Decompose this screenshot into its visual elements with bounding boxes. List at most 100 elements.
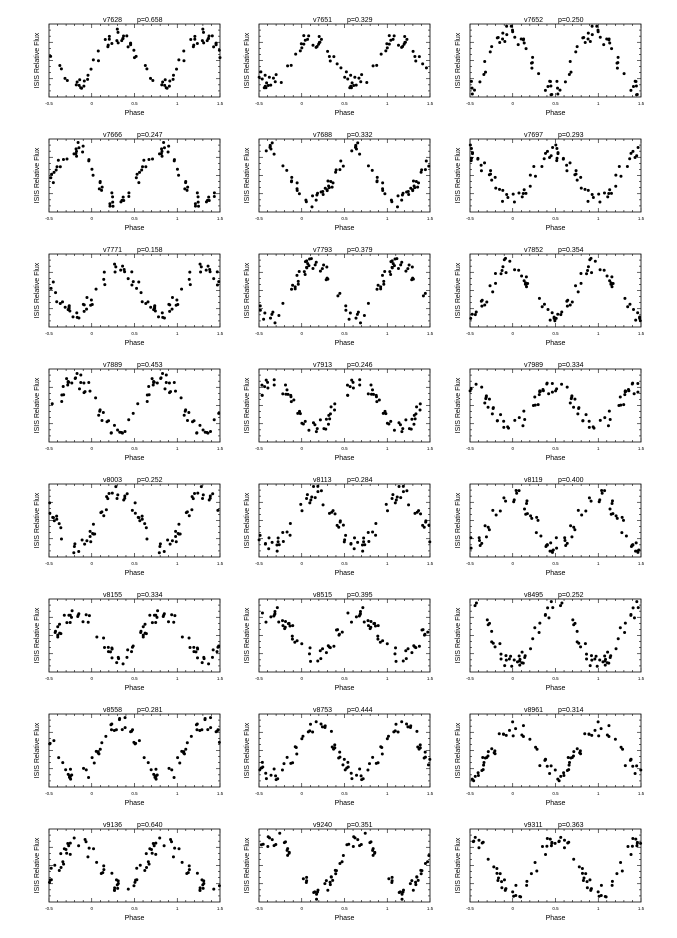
- data-point: [557, 840, 561, 844]
- data-point: [636, 382, 640, 386]
- data-point: [279, 80, 283, 84]
- data-point: [127, 191, 131, 195]
- data-point: [317, 34, 321, 38]
- data-point: [195, 871, 199, 875]
- data-point: [264, 149, 268, 153]
- data-point: [154, 620, 158, 624]
- data-point: [470, 312, 474, 316]
- data-point: [577, 865, 581, 869]
- data-point: [79, 373, 83, 377]
- data-point: [379, 52, 383, 56]
- data-point: [167, 84, 171, 88]
- data-point: [351, 386, 355, 390]
- data-point: [64, 848, 68, 852]
- data-point: [369, 619, 373, 623]
- data-point: [520, 661, 524, 665]
- data-point: [287, 850, 291, 854]
- star-id: v7651: [313, 17, 332, 24]
- data-point: [281, 540, 285, 544]
- data-point: [483, 59, 487, 63]
- data-point: [285, 848, 289, 852]
- data-point: [51, 515, 55, 519]
- data-point: [327, 54, 331, 58]
- data-point: [200, 661, 204, 665]
- data-point: [610, 285, 614, 289]
- data-point: [58, 622, 62, 626]
- data-point: [424, 519, 428, 523]
- data-point: [517, 416, 521, 420]
- data-point: [314, 198, 318, 202]
- data-point: [403, 34, 407, 38]
- data-point: [470, 156, 474, 160]
- data-point: [88, 389, 92, 393]
- data-point: [92, 532, 96, 536]
- data-point: [395, 205, 399, 209]
- y-axis-label: ISIS Relative Flux: [34, 492, 41, 548]
- data-point: [560, 601, 564, 605]
- data-point: [545, 844, 549, 848]
- data-point: [598, 418, 602, 422]
- data-point: [598, 35, 602, 39]
- data-point: [338, 750, 342, 754]
- data-point: [74, 152, 78, 156]
- data-point: [86, 73, 90, 77]
- data-point: [503, 664, 507, 668]
- data-point: [423, 632, 427, 636]
- data-point: [105, 420, 109, 424]
- data-point: [196, 200, 200, 204]
- data-point: [579, 281, 583, 285]
- data-point: [288, 624, 292, 628]
- data-point: [411, 189, 415, 193]
- x-tick-label: -0.5: [45, 101, 53, 106]
- data-point: [371, 755, 375, 759]
- period-label: p=0.354: [558, 247, 584, 254]
- data-point: [277, 313, 281, 317]
- period-label: p=0.314: [558, 707, 584, 714]
- data-point: [290, 287, 294, 291]
- data-point: [57, 869, 61, 873]
- data-point: [187, 868, 191, 872]
- data-point: [145, 67, 149, 71]
- data-point: [586, 31, 590, 35]
- data-point: [152, 613, 156, 617]
- data-point: [177, 532, 181, 536]
- data-point: [159, 376, 163, 380]
- data-point: [171, 77, 175, 81]
- data-point: [616, 637, 620, 641]
- data-point: [412, 422, 416, 426]
- data-point: [321, 503, 325, 507]
- data-point: [493, 749, 497, 753]
- data-point: [610, 275, 614, 279]
- data-point: [618, 395, 622, 399]
- period-label: p=0.281: [137, 707, 163, 714]
- data-point: [366, 619, 370, 623]
- data-point: [62, 613, 66, 617]
- data-point: [400, 198, 404, 202]
- data-point: [170, 613, 174, 617]
- data-point: [316, 888, 320, 892]
- data-point: [189, 38, 193, 42]
- data-point: [411, 49, 415, 53]
- data-point: [495, 871, 499, 875]
- data-point: [299, 502, 303, 506]
- data-point: [413, 511, 417, 515]
- data-point: [72, 545, 76, 549]
- data-point: [102, 270, 106, 274]
- y-axis-label: ISIS Relative Flux: [244, 262, 251, 318]
- data-point: [281, 619, 285, 623]
- data-point: [549, 764, 553, 768]
- data-point: [116, 655, 120, 659]
- data-point: [469, 146, 473, 150]
- data-point: [599, 883, 603, 887]
- data-point: [628, 157, 632, 161]
- data-point: [49, 176, 53, 180]
- data-point: [572, 857, 576, 861]
- data-point: [113, 886, 117, 890]
- data-point: [525, 502, 529, 506]
- data-point: [316, 484, 320, 488]
